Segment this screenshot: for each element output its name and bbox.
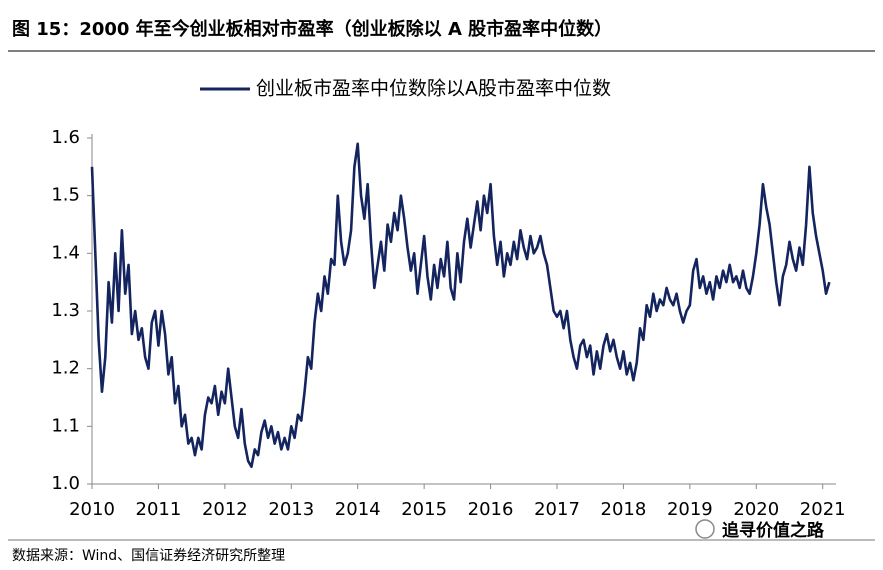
watermark: 追寻价值之路: [722, 520, 825, 541]
y-tick-label: 1.5: [51, 185, 80, 206]
legend-label: 创业板市盈率中位数除以A股市盈率中位数: [256, 78, 611, 100]
x-tick-label: 2017: [534, 499, 580, 520]
x-tick-label: 2015: [401, 499, 447, 520]
chart-title: 图 15：2000 年至今创业板相对市盈率（创业板除以 A 股市盈率中位数）: [12, 18, 612, 40]
x-tick-label: 2020: [733, 499, 779, 520]
y-tick-label: 1.1: [51, 415, 80, 436]
x-tick-label: 2018: [601, 499, 647, 520]
source-note: 数据来源：Wind、国信证券经济研究所整理: [12, 548, 285, 564]
y-tick-label: 1.6: [51, 127, 80, 148]
series-line: [90, 142, 831, 468]
y-tick-label: 1.0: [51, 473, 80, 494]
x-tick-label: 2013: [268, 499, 314, 520]
y-tick-label: 1.2: [51, 358, 80, 379]
x-tick-label: 2010: [69, 499, 115, 520]
x-tick-label: 2014: [335, 499, 381, 520]
x-tick-label: 2012: [202, 499, 248, 520]
x-tick-label: 2016: [468, 499, 514, 520]
y-tick-label: 1.3: [51, 300, 80, 321]
y-tick-label: 1.4: [51, 242, 80, 263]
x-tick-label: 2021: [800, 499, 846, 520]
x-tick-label: 2011: [136, 499, 182, 520]
x-tick-label: 2019: [667, 499, 713, 520]
watermark-icon: [695, 519, 715, 539]
